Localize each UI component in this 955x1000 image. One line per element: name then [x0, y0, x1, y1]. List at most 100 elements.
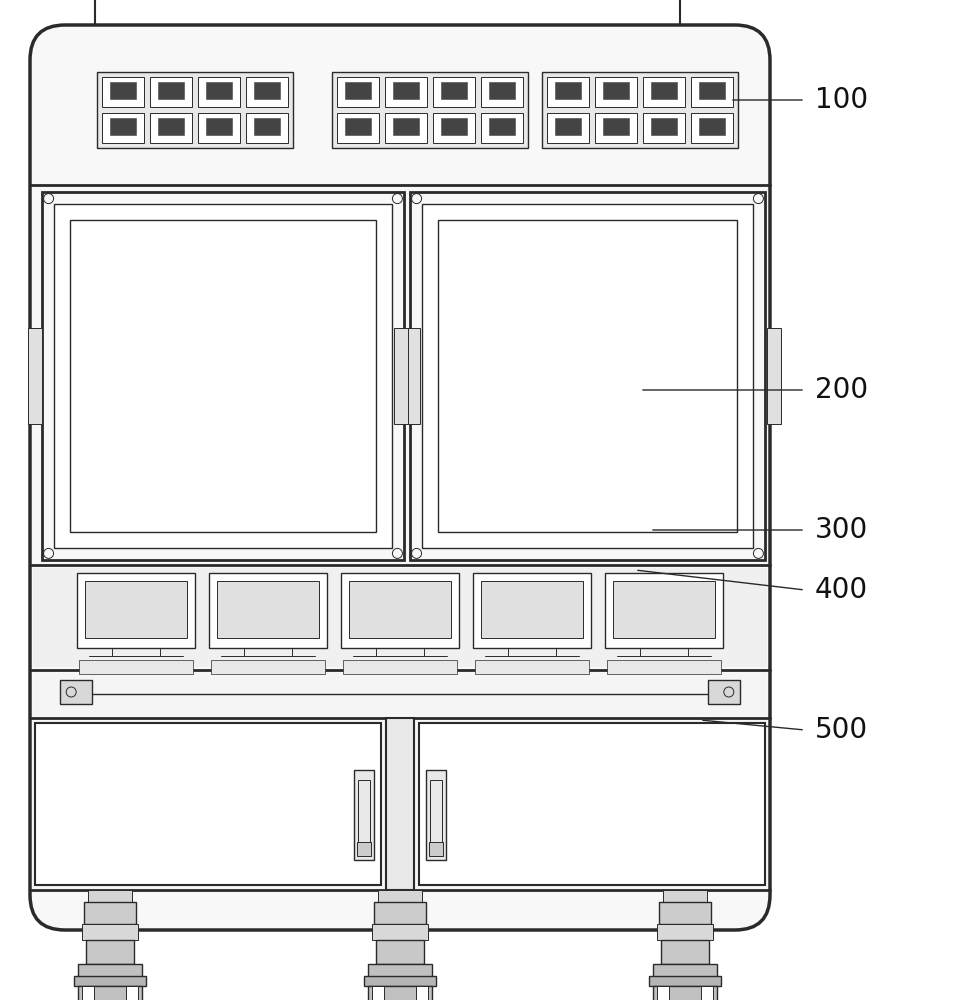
Bar	[84, 902, 136, 924]
Bar	[150, 77, 192, 107]
Bar	[158, 82, 184, 99]
Bar	[74, 976, 146, 986]
Bar	[341, 573, 459, 648]
FancyBboxPatch shape	[30, 25, 770, 930]
Bar	[205, 118, 232, 135]
Bar	[489, 118, 516, 135]
Bar	[78, 964, 142, 978]
Bar	[426, 770, 446, 860]
Bar	[42, 192, 404, 560]
Bar	[246, 113, 288, 143]
Bar	[481, 77, 523, 107]
Bar	[438, 220, 737, 532]
Bar	[198, 113, 240, 143]
Bar	[54, 204, 392, 548]
Bar	[429, 842, 443, 856]
Bar	[78, 986, 142, 1000]
Bar	[110, 82, 137, 99]
Bar	[475, 660, 589, 674]
Bar	[372, 986, 384, 1000]
Bar	[433, 113, 475, 143]
Bar	[33, 718, 767, 890]
Bar	[473, 573, 591, 648]
Bar	[657, 924, 713, 940]
Bar	[663, 890, 707, 902]
Bar	[102, 113, 144, 143]
Bar	[649, 976, 721, 986]
Bar	[542, 72, 738, 148]
Bar	[88, 890, 132, 902]
Bar	[643, 113, 685, 143]
Bar	[33, 673, 767, 715]
Bar	[393, 118, 419, 135]
Bar	[376, 940, 424, 964]
Bar	[354, 770, 374, 860]
Bar	[547, 113, 589, 143]
Bar	[419, 723, 765, 885]
Bar	[691, 77, 733, 107]
Bar	[198, 77, 240, 107]
Bar	[394, 328, 408, 424]
Bar	[416, 986, 428, 1000]
Text: 300: 300	[815, 516, 868, 544]
Bar	[659, 902, 711, 924]
Bar	[254, 82, 281, 99]
Bar	[337, 77, 379, 107]
Bar	[345, 82, 371, 99]
Bar	[653, 964, 717, 978]
Bar	[28, 328, 42, 424]
Bar	[708, 680, 740, 704]
Bar	[440, 118, 467, 135]
Text: 200: 200	[815, 376, 868, 404]
Bar	[385, 77, 427, 107]
Bar	[406, 328, 420, 424]
Bar	[110, 118, 137, 135]
Bar	[378, 890, 422, 902]
Bar	[332, 72, 528, 148]
Bar	[217, 581, 319, 638]
Bar	[205, 82, 232, 99]
Bar	[481, 113, 523, 143]
Bar	[343, 660, 457, 674]
Bar	[547, 77, 589, 107]
Bar	[364, 976, 436, 986]
Bar	[79, 660, 193, 674]
Bar	[422, 204, 753, 548]
Bar	[489, 82, 516, 99]
Bar	[374, 902, 426, 924]
Bar	[605, 573, 723, 648]
Bar	[653, 986, 717, 1000]
Bar	[555, 82, 582, 99]
Bar	[77, 573, 195, 648]
Bar	[555, 118, 582, 135]
Bar	[661, 940, 709, 964]
Bar	[254, 118, 281, 135]
Bar	[85, 581, 187, 638]
Bar	[613, 581, 715, 638]
Bar	[158, 118, 184, 135]
Bar	[603, 82, 629, 99]
Bar	[337, 113, 379, 143]
Bar	[410, 192, 765, 560]
Bar	[643, 77, 685, 107]
Bar	[701, 986, 713, 1000]
Bar	[698, 118, 726, 135]
Bar	[345, 118, 371, 135]
Text: 400: 400	[815, 576, 868, 604]
Bar	[691, 113, 733, 143]
Bar	[349, 581, 451, 638]
Bar	[70, 220, 376, 532]
Bar	[607, 660, 721, 674]
Bar	[650, 118, 677, 135]
Bar	[657, 986, 669, 1000]
Bar	[60, 680, 92, 704]
Bar	[393, 82, 419, 99]
Bar	[440, 82, 467, 99]
Bar	[126, 986, 138, 1000]
Bar	[481, 581, 583, 638]
Text: 100: 100	[815, 86, 868, 114]
Bar	[82, 924, 138, 940]
Bar	[102, 77, 144, 107]
Bar	[372, 924, 428, 940]
Bar	[385, 113, 427, 143]
